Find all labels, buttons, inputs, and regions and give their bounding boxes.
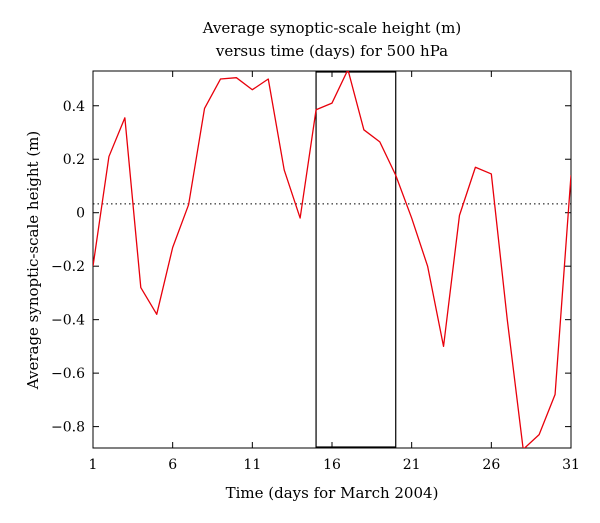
x-tick-label: 16 [323,457,341,473]
y-tick-label: −0.4 [51,313,85,329]
y-tick-label: −0.6 [51,366,85,382]
y-tick-label: 0 [76,206,85,222]
y-axis-label: Average synoptic-scale height (m) [24,131,42,391]
highlight-box-group [315,71,397,448]
y-tick-label: 0.2 [63,152,85,168]
y-tick-label: −0.8 [51,420,85,436]
chart-title-line-1: Average synoptic-scale height (m) [202,19,462,37]
x-tick-label: 26 [482,457,500,473]
x-tick-label: 6 [168,457,177,473]
plot-area-frame [92,70,572,449]
y-tick-label: −0.2 [51,259,85,275]
x-tick-label: 21 [403,457,421,473]
axis-tick-labels: 1 6 11 16 21 26 31−0.8−0.6−0.4−0.200.20.4 [51,99,580,473]
x-axis-label: Time (days for March 2004) [226,484,439,502]
axis-ticks [92,71,572,448]
x-tick-label: 11 [243,457,261,473]
y-tick-label: 0.4 [63,99,85,115]
highlight-box [315,71,397,448]
series-group [93,71,571,448]
x-tick-label: 31 [562,457,580,473]
x-tick-label: 1 [89,457,98,473]
chart-title-line-2: versus time (days) for 500 hPa [215,42,448,60]
series-line [93,71,571,448]
